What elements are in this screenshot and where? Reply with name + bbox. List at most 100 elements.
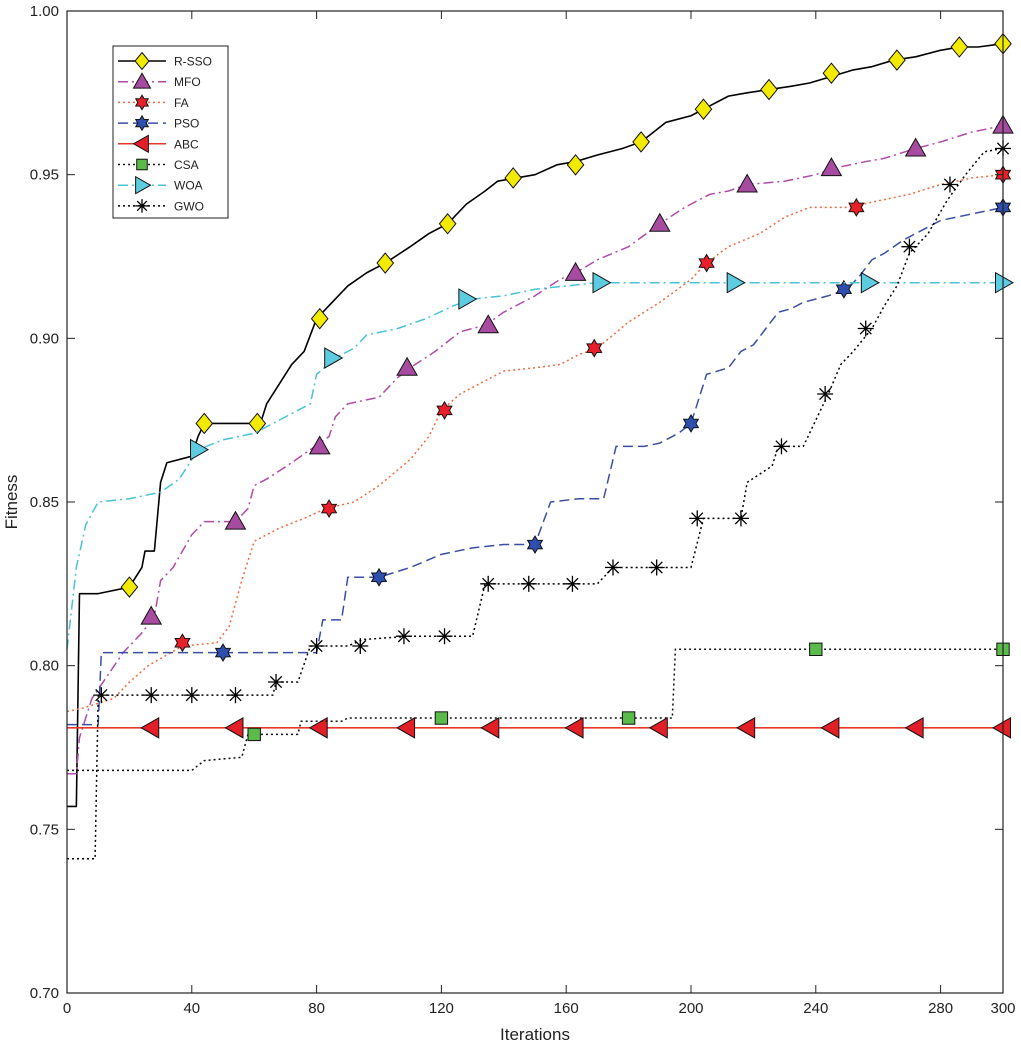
legend-marker-woa (135, 175, 152, 195)
marker-r-sso (248, 412, 267, 435)
marker-r-sso (694, 98, 713, 120)
marker-gwo-stroke (310, 639, 323, 653)
marker-gwo-stroke (903, 240, 916, 253)
legend-marker-fa (134, 94, 150, 111)
marker-gwo (520, 575, 537, 592)
legend-marker-csa (136, 158, 148, 171)
marker-pso (214, 643, 232, 663)
marker-mfo (648, 212, 671, 232)
marker-gwo (352, 638, 369, 655)
marker-abc (140, 716, 160, 739)
x-tick-label: 240 (803, 1000, 828, 1017)
legend-marker-pso (134, 114, 150, 132)
series-line-fa (66, 173, 1004, 713)
legend-marker-gwo-stroke (136, 200, 148, 212)
marker-gwo-stroke (775, 440, 788, 453)
marker-gwo (143, 687, 160, 704)
marker-r-sso (195, 412, 214, 435)
marker-mfo (477, 314, 500, 334)
marker-gwo-stroke (269, 675, 283, 689)
marker-gwo-stroke (734, 512, 748, 525)
legend-marker-abc (132, 134, 149, 154)
marker-gwo-stroke (145, 689, 158, 702)
y-tick-label: 0.85 (30, 494, 59, 511)
marker-abc (480, 716, 500, 739)
series-line-woa (66, 281, 1003, 650)
series-line-pso (67, 206, 1004, 726)
marker-gwo-stroke (229, 689, 242, 702)
series-pso (67, 197, 1012, 726)
marker-pso (370, 567, 388, 587)
y-tick-label: 0.75 (30, 821, 59, 838)
marker-pso (835, 279, 853, 299)
legend-label-mfo: MFO (174, 75, 201, 89)
marker-gwo (857, 320, 874, 337)
marker-pso (682, 413, 700, 433)
marker-r-sso (310, 307, 329, 330)
marker-gwo-stroke (354, 639, 367, 653)
x-tick-label: 0 (63, 1000, 71, 1017)
marker-woa (592, 271, 612, 294)
marker-abc (904, 716, 924, 739)
marker-gwo-stroke (438, 630, 451, 643)
marker-pso (526, 535, 544, 555)
marker-abc (991, 716, 1011, 739)
marker-gwo (436, 628, 453, 645)
marker-gwo-stroke (691, 512, 704, 525)
marker-gwo (732, 510, 749, 527)
x-tick-label: 300 (990, 1000, 1015, 1017)
marker-gwo (183, 687, 200, 704)
marker-woa (324, 347, 344, 369)
marker-abc (820, 716, 840, 739)
marker-gwo-stroke (606, 561, 620, 574)
y-tick-label: 1.00 (30, 3, 59, 20)
marker-fa (174, 633, 191, 653)
marker-r-sso (888, 49, 906, 71)
marker-abc (224, 716, 244, 739)
marker-fa (698, 253, 715, 273)
marker-gwo (395, 628, 412, 645)
marker-gwo-stroke (522, 577, 535, 590)
marker-gwo (564, 575, 581, 592)
marker-gwo (93, 687, 110, 704)
marker-r-sso (566, 154, 585, 176)
marker-mfo (308, 435, 331, 455)
legend-label-woa: WOA (174, 179, 203, 193)
marker-gwo-stroke (943, 178, 957, 191)
marker-woa (860, 271, 880, 294)
marker-gwo (773, 438, 790, 455)
legend-label-fa: FA (174, 96, 189, 110)
legend-marker-gwo (135, 199, 149, 213)
series-woa (66, 271, 1015, 650)
series-line-csa (67, 648, 1003, 772)
marker-fa (436, 400, 453, 420)
marker-r-sso (822, 62, 841, 84)
marker-gwo-stroke (482, 577, 495, 590)
marker-gwo (941, 176, 958, 193)
y-axis-title: Fitness (2, 475, 21, 530)
series-abc (67, 716, 1011, 739)
marker-mfo (904, 137, 927, 157)
series-gwo (67, 140, 1011, 860)
marker-abc (648, 716, 668, 739)
marker-gwo (817, 385, 834, 402)
x-tick-label: 80 (308, 1000, 325, 1017)
marker-mfo (736, 173, 759, 193)
marker-csa (247, 727, 261, 742)
marker-mfo (140, 605, 163, 625)
legend-label-gwo: GWO (174, 199, 204, 213)
marker-mfo (224, 510, 247, 530)
marker-r-sso (120, 576, 139, 598)
series-csa (67, 642, 1010, 772)
marker-woa (190, 438, 210, 461)
axis-ticks: 0 40 80 120 160 200 240 280 300 0.70 0.75 0.80 0.85 0… (30, 3, 1016, 1017)
marker-fa (848, 197, 865, 217)
marker-gwo (689, 510, 706, 527)
marker-abc (396, 716, 416, 739)
legend-marker-r-sso (134, 51, 150, 71)
marker-r-sso (950, 36, 969, 58)
series-line-mfo (67, 124, 1004, 775)
marker-woa (995, 271, 1015, 294)
marker-fa (586, 338, 603, 358)
